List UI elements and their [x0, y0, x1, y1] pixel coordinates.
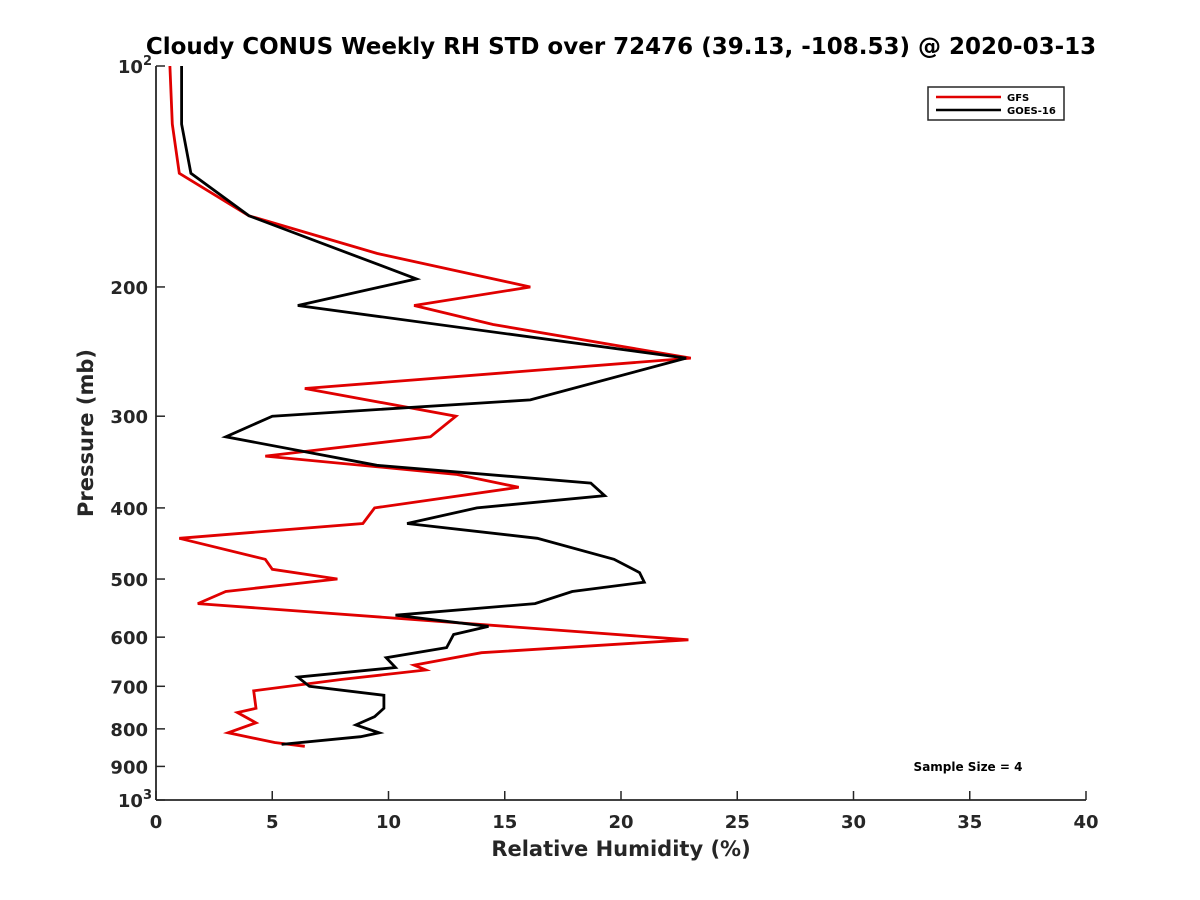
sample-size-annotation: Sample Size = 4: [914, 760, 1023, 774]
y-tick-label: 400: [110, 499, 148, 520]
y-tick-label: 300: [110, 407, 148, 428]
y-ticks: 102 200 300 400 500 600 700 800 900 103: [110, 54, 165, 812]
y-tick-label: 900: [110, 757, 148, 778]
x-axis-label: Relative Humidity (%): [491, 837, 750, 861]
y-tick-label: 500: [110, 570, 148, 591]
x-tick-label: 15: [492, 812, 517, 833]
y-tick-label: 103: [118, 788, 152, 812]
chart-title: Cloudy CONUS Weekly RH STD over 72476 (3…: [146, 34, 1096, 60]
y-axis-label: Pressure (mb): [74, 349, 98, 517]
series-line-gfs: [168, 65, 692, 748]
x-tick-label: 30: [841, 812, 866, 833]
x-tick-label: 5: [266, 812, 279, 833]
legend: GFS GOES-16: [927, 86, 1065, 121]
x-tick-label: 25: [725, 812, 750, 833]
legend-label-gfs: GFS: [1007, 93, 1029, 104]
y-tick-label: 800: [110, 720, 148, 741]
y-tick-label: 600: [110, 628, 148, 649]
x-tick-label: 20: [608, 812, 633, 833]
x-tick-label: 0: [150, 812, 163, 833]
y-tick-label: 200: [110, 278, 148, 299]
legend-label-goes16: GOES-16: [1007, 106, 1056, 117]
x-tick-label: 35: [957, 812, 982, 833]
legend-box: [927, 86, 1065, 121]
y-tick-label: 700: [110, 677, 148, 698]
plot-area: 0 5 10 15 20 25 30 35 40 102 200 300 400 500 600 700 80…: [110, 54, 1098, 833]
x-ticks: 0 5 10 15 20 25 30 35 40: [150, 791, 1099, 833]
x-tick-label: 10: [376, 812, 401, 833]
series-line-goes16: [180, 66, 687, 746]
x-tick-label: 40: [1073, 812, 1098, 833]
series-lines: [168, 65, 692, 748]
y-tick-label: 102: [118, 54, 152, 78]
